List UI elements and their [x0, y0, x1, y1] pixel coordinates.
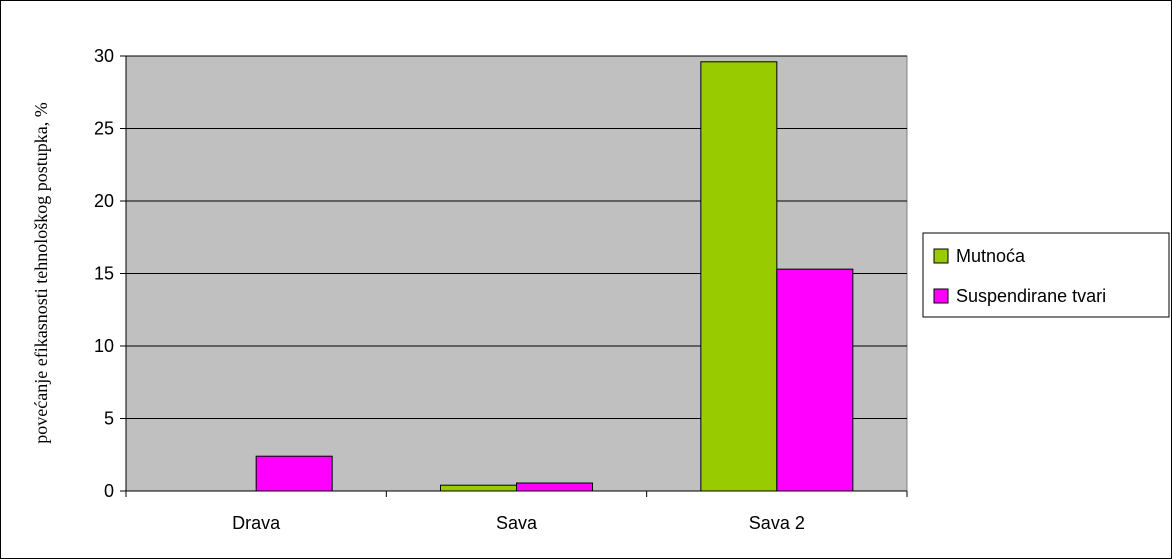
legend-swatch	[933, 248, 949, 264]
bar-suspendirane-tvari-sava-2	[776, 268, 854, 492]
bar-mutnoća-sava-2	[700, 61, 778, 492]
y-tick-label: 30	[94, 46, 114, 66]
x-tick-label: Sava	[496, 513, 538, 533]
legend-label: Suspendirane tvari	[956, 286, 1106, 306]
bar-suspendirane-tvari-sava	[516, 482, 593, 492]
y-axis-label: povećanje efikasnosti tehnološkog postup…	[31, 102, 51, 443]
x-tick-label: Sava 2	[749, 513, 805, 533]
bar-mutnoća-sava	[440, 484, 517, 492]
y-tick-label: 25	[94, 119, 114, 139]
y-tick-label: 15	[94, 264, 114, 284]
legend-box	[922, 232, 1170, 318]
legend-swatch	[933, 288, 949, 304]
x-tick-label: Drava	[232, 513, 281, 533]
legend: Mutnoća Suspendirane tvari	[922, 232, 1170, 318]
y-tick-label: 20	[94, 191, 114, 211]
y-tick-label: 0	[104, 481, 114, 501]
bar-suspendirane-tvari-drava	[255, 455, 333, 492]
y-tick-label: 10	[94, 336, 114, 356]
y-tick-label: 5	[104, 409, 114, 429]
legend-label: Mutnoća	[956, 246, 1026, 266]
